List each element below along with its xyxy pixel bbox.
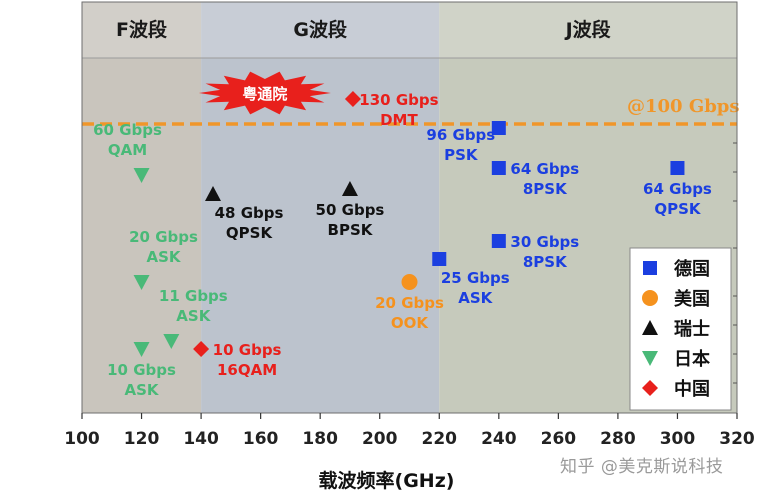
data-label: 20 Gbps bbox=[375, 294, 444, 312]
band-header-3 bbox=[439, 2, 737, 58]
data-label: 25 Gbps bbox=[441, 269, 510, 287]
data-point bbox=[491, 161, 506, 175]
plot-frame bbox=[81, 1, 738, 414]
data-point bbox=[133, 168, 150, 183]
data-label: ASK bbox=[458, 289, 493, 307]
data-point bbox=[205, 186, 221, 201]
band-label-1: F波段 bbox=[116, 18, 168, 41]
x-tick-label: 140 bbox=[183, 429, 219, 449]
x-tick-label: 260 bbox=[541, 429, 577, 449]
data-label: 64 Gbps bbox=[510, 160, 579, 178]
data-point bbox=[163, 334, 180, 349]
x-tick-label: 320 bbox=[719, 429, 755, 449]
x-tick-label: 300 bbox=[660, 429, 696, 449]
data-label: 8PSK bbox=[523, 180, 568, 198]
data-point bbox=[670, 161, 685, 175]
data-label: 48 Gbps bbox=[215, 204, 284, 222]
legend-marker bbox=[642, 351, 658, 366]
legend-label: 日本 bbox=[674, 348, 710, 370]
data-label: BPSK bbox=[328, 221, 374, 239]
data-label: 8PSK bbox=[523, 253, 568, 271]
data-point bbox=[491, 234, 506, 248]
x-tick-label: 180 bbox=[302, 429, 338, 449]
data-label: PSK bbox=[444, 146, 479, 164]
legend-marker bbox=[643, 261, 657, 275]
data-label: 130 Gbps bbox=[359, 91, 438, 109]
data-point bbox=[193, 341, 210, 357]
data-label: OOK bbox=[391, 314, 430, 332]
band-header-1 bbox=[82, 2, 202, 58]
legend-label: 瑞士 bbox=[674, 319, 710, 340]
data-label: 60 Gbps bbox=[93, 121, 162, 139]
x-tick-label: 240 bbox=[481, 429, 517, 449]
data-label: 96 Gbps bbox=[426, 126, 495, 144]
legend-marker bbox=[642, 290, 658, 306]
data-label: DMT bbox=[380, 111, 418, 129]
x-tick-label: 280 bbox=[600, 429, 636, 449]
data-point bbox=[401, 274, 418, 290]
data-label: QAM bbox=[108, 141, 147, 159]
legend-marker bbox=[642, 380, 658, 396]
band-label-2: G波段 bbox=[293, 18, 348, 41]
legend-label: 中国 bbox=[674, 378, 710, 400]
data-label: QPSK bbox=[654, 200, 702, 218]
legend-label: 美国 bbox=[674, 288, 710, 310]
data-point bbox=[133, 342, 150, 357]
data-label: 10 Gbps bbox=[107, 361, 176, 379]
data-label: 64 Gbps bbox=[643, 180, 712, 198]
data-point bbox=[491, 121, 506, 135]
data-label: 11 Gbps bbox=[159, 287, 228, 305]
reference-line-label: @100 Gbps bbox=[627, 96, 740, 117]
data-point bbox=[133, 275, 150, 290]
data-point bbox=[344, 91, 361, 107]
data-label: QPSK bbox=[226, 224, 274, 242]
data-label: 20 Gbps bbox=[129, 228, 198, 246]
x-tick-label: 120 bbox=[124, 429, 160, 449]
x-tick-label: 220 bbox=[422, 429, 458, 449]
data-point bbox=[341, 181, 358, 196]
data-label: 30 Gbps bbox=[510, 233, 579, 251]
band-header-2 bbox=[201, 2, 440, 58]
data-point bbox=[432, 252, 447, 266]
data-label: 50 Gbps bbox=[316, 201, 385, 219]
data-label: 16QAM bbox=[217, 361, 277, 379]
data-label: 10 Gbps bbox=[213, 341, 282, 359]
band-region-2 bbox=[201, 2, 440, 413]
callout-label: 粤通院 bbox=[242, 85, 287, 103]
legend-label: 德国 bbox=[674, 258, 710, 280]
data-label: ASK bbox=[176, 307, 211, 325]
x-tick-label: 200 bbox=[362, 429, 398, 449]
data-label: ASK bbox=[147, 248, 182, 266]
legend-marker bbox=[642, 320, 658, 335]
x-tick-label: 100 bbox=[64, 429, 100, 449]
x-axis-title: 载波频率(GHz) bbox=[318, 470, 455, 492]
x-tick-label: 160 bbox=[243, 429, 279, 449]
band-label-3: J波段 bbox=[564, 18, 612, 41]
callout-starburst bbox=[198, 71, 331, 115]
watermark: 知乎 @美克斯说科技 bbox=[560, 457, 724, 477]
data-label: ASK bbox=[125, 381, 160, 399]
